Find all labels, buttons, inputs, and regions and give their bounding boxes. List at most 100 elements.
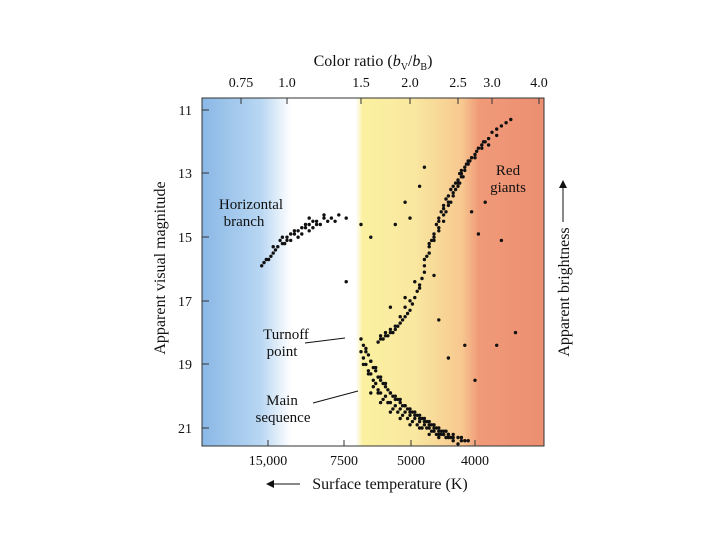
star-point [405, 416, 410, 421]
star-point [437, 432, 441, 437]
star-point [449, 187, 453, 192]
star-point [415, 413, 419, 417]
star-point [311, 219, 315, 223]
star-point [403, 200, 407, 204]
star-point [378, 378, 383, 382]
star-point [396, 397, 400, 402]
star-point [468, 159, 472, 163]
star-point [469, 210, 474, 214]
temperature-arrowhead-icon [266, 480, 274, 488]
star-point [446, 435, 451, 440]
star-point [427, 241, 431, 246]
star-point [446, 432, 451, 437]
left-tick-label: 19 [178, 358, 192, 373]
star-point [437, 426, 441, 430]
star-point [417, 416, 422, 421]
star-point [383, 385, 388, 389]
star-point [374, 381, 378, 386]
star-point [495, 133, 499, 138]
left-tick-label: 11 [179, 104, 192, 119]
star-point [369, 235, 373, 239]
star-point [359, 222, 363, 227]
star-point [388, 391, 393, 395]
star-point [303, 226, 308, 230]
top-tick-label: 2.0 [401, 76, 419, 91]
star-point [318, 222, 322, 227]
star-point [326, 219, 330, 223]
star-point [490, 130, 494, 134]
star-point [422, 270, 427, 274]
star-point [289, 238, 293, 243]
star-point [311, 226, 315, 230]
star-point [300, 226, 304, 230]
star-point [432, 426, 436, 430]
star-point [410, 302, 415, 306]
top-tick-label: 3.0 [483, 76, 501, 91]
star-point [483, 200, 487, 204]
star-point [458, 181, 462, 185]
star-point [300, 232, 304, 236]
star-point [393, 222, 397, 227]
star-point [344, 280, 348, 284]
star-point [425, 419, 429, 424]
star-point [366, 369, 371, 373]
star-point [283, 241, 287, 246]
star-point [422, 419, 427, 424]
star-point [417, 413, 422, 417]
star-point [364, 350, 368, 354]
star-point [403, 315, 407, 319]
star-point [437, 229, 441, 233]
star-point [289, 232, 293, 236]
bottom-tick-label: 7500 [330, 454, 358, 469]
star-point [386, 400, 390, 405]
star-point [437, 435, 441, 440]
star-point [441, 213, 446, 217]
top-tick-label: 1.5 [352, 76, 370, 91]
star-point [473, 156, 477, 160]
star-point [432, 423, 436, 427]
star-point [269, 254, 273, 258]
star-point [504, 121, 508, 125]
right-axis: Apparent brightness [556, 180, 573, 357]
star-point [446, 200, 451, 204]
horizontal-branch-label: Horizontal [219, 197, 283, 213]
star-point [459, 439, 464, 443]
star-point [441, 203, 446, 208]
plot-frame [201, 97, 545, 447]
star-point [292, 229, 297, 233]
star-point [403, 305, 407, 309]
star-point [415, 423, 419, 427]
star-point [403, 295, 407, 300]
star-point [446, 194, 451, 198]
star-point [481, 140, 486, 144]
star-point [475, 149, 479, 153]
star-point [364, 346, 368, 351]
star-point [437, 216, 441, 220]
star-point [381, 381, 385, 386]
star-point [439, 210, 443, 214]
star-point [271, 245, 275, 249]
star-point [285, 235, 289, 239]
star-point [451, 194, 455, 198]
star-point [296, 235, 300, 239]
star-point [278, 238, 282, 243]
turnoff-pointer [304, 337, 346, 344]
star-point [413, 416, 417, 421]
brightness-arrowhead-icon [559, 180, 567, 188]
star-point [410, 419, 415, 424]
star-point [444, 197, 448, 201]
star-point [391, 394, 395, 398]
star-point [408, 413, 412, 417]
left-tick-label: 17 [178, 295, 192, 310]
star-point [422, 165, 427, 169]
star-point [378, 334, 383, 338]
star-point [473, 152, 477, 157]
bottom-axis-label: Surface temperature (K) [312, 476, 467, 493]
star-point [413, 410, 417, 414]
star-point [459, 435, 464, 440]
star-point [405, 311, 410, 316]
bottom-tick-label: 4000 [461, 454, 489, 469]
star-point [388, 400, 393, 405]
star-point [359, 337, 363, 341]
star-point [422, 416, 427, 421]
